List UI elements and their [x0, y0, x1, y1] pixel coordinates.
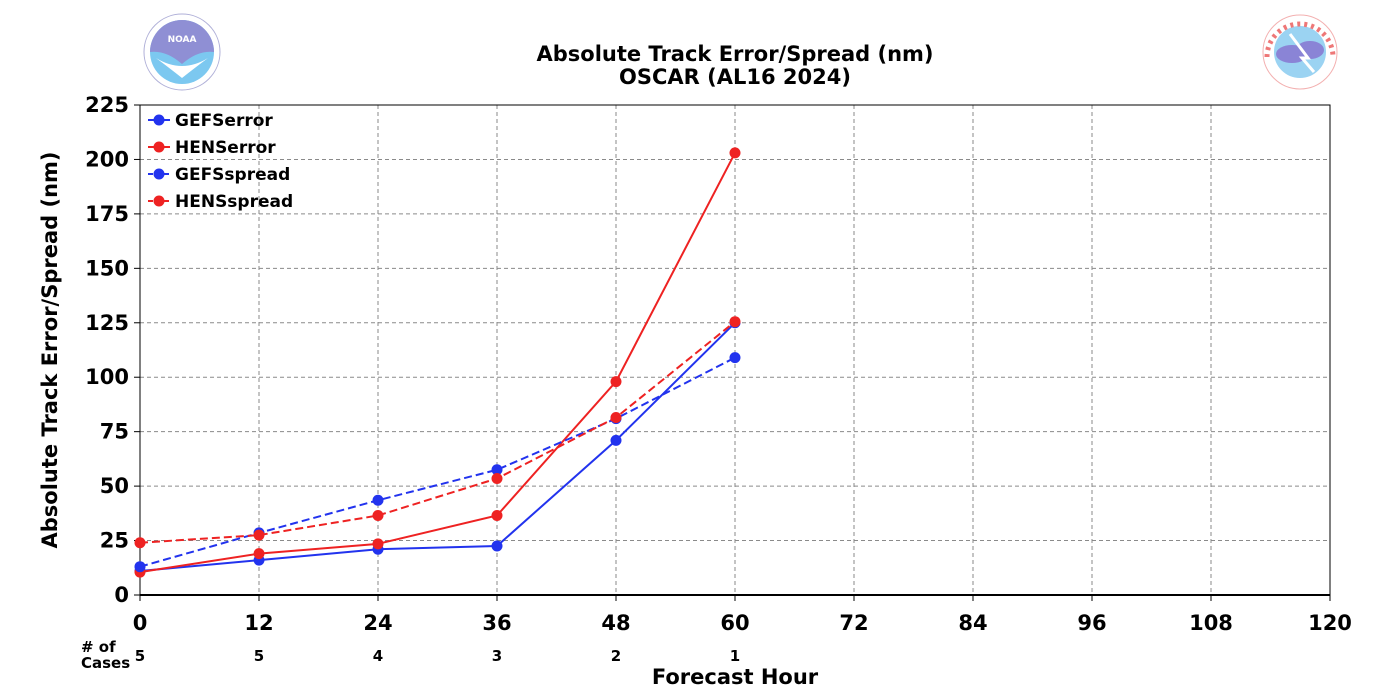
case-count: 2 — [611, 647, 621, 665]
legend-item-GEFSerror: GEFSerror — [148, 111, 273, 131]
x-axis-label: Forecast Hour — [652, 665, 819, 689]
data-point-GEFSerror — [610, 434, 622, 446]
y-tick-label: 0 — [114, 583, 129, 607]
x-tick-label: 0 — [133, 611, 148, 635]
legend-swatch-marker — [153, 195, 165, 207]
legend-swatch-marker — [153, 114, 165, 126]
cases-label: # of Cases — [81, 638, 130, 672]
x-tick-label: 96 — [1077, 611, 1106, 635]
case-count: 5 — [254, 647, 264, 665]
x-tick-label: 72 — [839, 611, 868, 635]
data-point-GEFSspread — [729, 352, 741, 364]
y-tick-label: 75 — [100, 420, 129, 444]
y-tick-label: 50 — [100, 474, 129, 498]
data-point-GEFSspread — [372, 494, 384, 506]
data-point-HENSspread — [134, 537, 146, 549]
noaa-logo: NOAA — [143, 13, 221, 91]
case-count: 4 — [373, 647, 383, 665]
data-point-HENSerror — [729, 147, 741, 159]
x-tick-label: 48 — [601, 611, 630, 635]
y-tick-label: 175 — [85, 202, 129, 226]
legend-label: HENSspread — [175, 192, 293, 212]
legend-label: HENSerror — [175, 138, 276, 158]
data-point-HENSerror — [491, 510, 503, 522]
series-line-GEFSspread — [139, 356, 736, 568]
legend-item-HENSspread: HENSspread — [148, 192, 293, 212]
y-tick-label: 125 — [85, 311, 129, 335]
y-tick-label: 225 — [85, 93, 129, 117]
y-tick-label: 150 — [85, 256, 129, 280]
cases-label-line1: # of — [81, 638, 116, 656]
data-point-HENSspread — [610, 412, 622, 424]
x-tick-label: 120 — [1308, 611, 1352, 635]
axes — [134, 104, 1331, 601]
data-point-HENSspread — [491, 472, 503, 484]
grid-lines — [140, 105, 1330, 595]
x-tick-label: 60 — [720, 611, 749, 635]
data-point-HENSspread — [372, 510, 384, 522]
x-tick-label: 12 — [244, 611, 273, 635]
cases-label-line2: Cases — [81, 654, 130, 672]
y-tick-label: 25 — [100, 529, 129, 553]
legend-item-GEFSspread: GEFSspread — [148, 165, 290, 185]
legend: GEFSerror HENSerror GEFSspread HENSspread — [148, 111, 293, 212]
chart-title: Absolute Track Error/Spread (nm) — [536, 42, 933, 66]
tick-labels: 0 12 24 36 48 60 72 84 96 108 120 0 25 50 75 100 125 150 1… — [85, 93, 1352, 635]
data-point-HENSerror — [372, 538, 384, 550]
case-count: 3 — [492, 647, 502, 665]
data-point-GEFSspread — [491, 464, 503, 476]
case-count: 5 — [135, 647, 145, 665]
series-HENSspread — [134, 316, 741, 549]
x-tick-label: 24 — [363, 611, 392, 635]
data-point-HENSerror — [253, 548, 265, 560]
data-point-HENSspread — [729, 316, 741, 328]
legend-label: GEFSspread — [175, 165, 290, 185]
x-tick-label: 84 — [958, 611, 987, 635]
data-point-HENSerror — [610, 376, 622, 388]
series-lines — [134, 147, 741, 578]
noaa-logo-text: NOAA — [168, 35, 197, 45]
chart-subtitle: OSCAR (AL16 2024) — [619, 65, 851, 89]
y-axis-label: Absolute Track Error/Spread (nm) — [38, 151, 62, 548]
series-line-HENSerror — [139, 152, 736, 574]
series-line-GEFSerror — [139, 322, 736, 573]
legend-label: GEFSerror — [175, 111, 273, 131]
legend-swatch-marker — [153, 141, 165, 153]
y-tick-label: 100 — [85, 365, 129, 389]
data-point-GEFSerror — [491, 540, 503, 552]
y-tick-label: 200 — [85, 147, 129, 171]
x-tick-label: 108 — [1189, 611, 1233, 635]
x-tick-label: 36 — [482, 611, 511, 635]
case-counts: 5 5 4 3 2 1 — [135, 647, 740, 665]
nws-logo — [1262, 14, 1338, 90]
series-line-HENSspread — [139, 320, 736, 544]
data-point-HENSspread — [253, 529, 265, 541]
data-point-GEFSspread — [134, 561, 146, 573]
legend-swatch-marker — [153, 168, 165, 180]
series-GEFSspread — [134, 352, 741, 573]
case-count: 1 — [730, 647, 740, 665]
legend-item-HENSerror: HENSerror — [148, 138, 276, 158]
